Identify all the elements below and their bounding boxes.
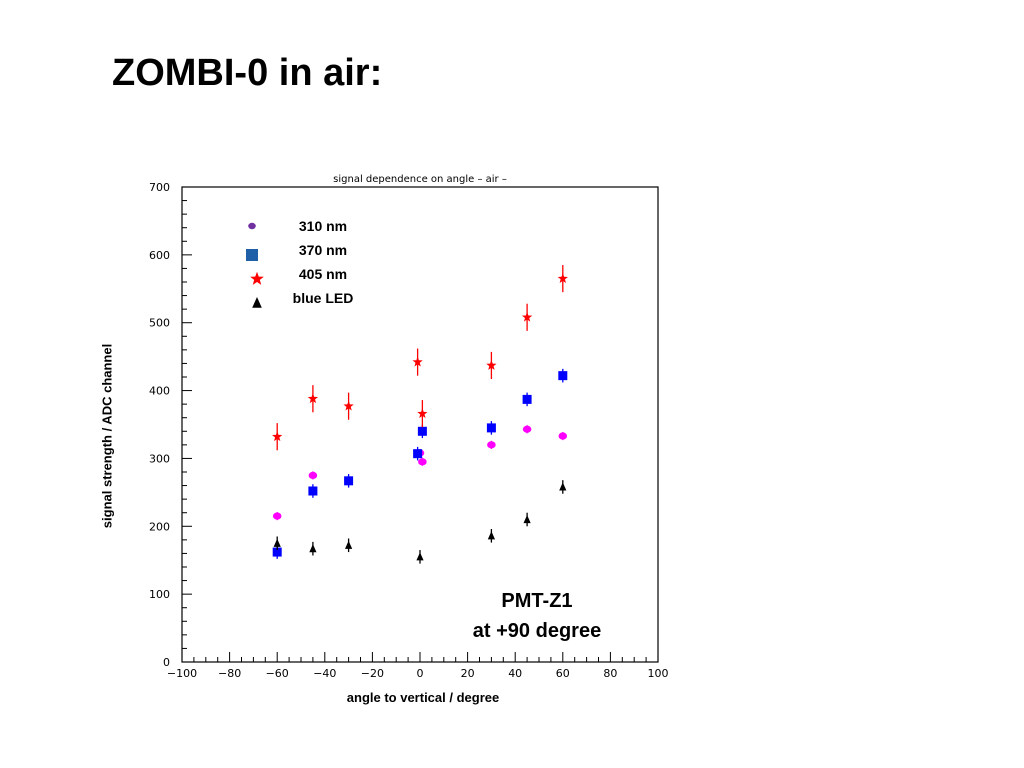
- point-blue-led: [273, 538, 281, 547]
- point-405-nm: [307, 393, 319, 404]
- legend-label-310-nm: 310 nm: [299, 218, 347, 234]
- point-blue-led: [345, 540, 353, 549]
- point-405-nm: [417, 408, 428, 419]
- point-370-nm: [308, 486, 318, 496]
- x-tick-label: 20: [461, 667, 475, 680]
- x-tick-label: −20: [361, 667, 384, 680]
- x-tick-label: 0: [417, 667, 424, 680]
- legend-label-370-nm: 370 nm: [299, 242, 347, 258]
- point-370-nm: [558, 371, 568, 381]
- point-405-nm: [412, 356, 423, 367]
- x-tick-label: 60: [556, 667, 570, 680]
- point-370-nm: [417, 426, 427, 436]
- point-310-nm: [558, 432, 568, 440]
- point-405-nm: [557, 273, 568, 283]
- point-blue-led: [487, 531, 495, 540]
- point-405-nm: [486, 360, 497, 370]
- point-blue-led: [559, 482, 567, 491]
- point-310-nm: [522, 425, 532, 433]
- point-310-nm: [272, 512, 282, 520]
- y-tick-label: 500: [149, 317, 170, 330]
- point-405-nm: [272, 431, 283, 442]
- x-tick-label: −80: [218, 667, 241, 680]
- y-tick-label: 300: [149, 452, 170, 465]
- point-blue-led: [523, 515, 531, 524]
- chart-title: signal dependence on angle – air –: [333, 174, 507, 185]
- slide-title: ZOMBI-0 in air:: [112, 52, 383, 94]
- point-310-nm: [487, 441, 496, 449]
- annotation-line-1: PMT-Z1: [501, 590, 573, 612]
- x-tick-label: 80: [603, 667, 617, 680]
- y-tick-label: 100: [149, 588, 170, 601]
- x-tick-label: −100: [167, 667, 197, 680]
- y-tick-label: 700: [149, 181, 170, 194]
- legend-marker-blue-led: [252, 297, 262, 308]
- legend-marker-405-nm: [250, 271, 264, 285]
- legend-label-405-nm: 405 nm: [299, 266, 347, 282]
- legend-label-blue-led: blue LED: [293, 290, 354, 306]
- y-tick-label: 0: [163, 656, 170, 669]
- point-310-nm: [308, 471, 318, 479]
- point-370-nm: [486, 423, 496, 433]
- point-blue-led: [309, 544, 317, 553]
- x-tick-label: −60: [266, 667, 289, 680]
- point-370-nm: [522, 394, 532, 404]
- annotation-line-2: at +90 degree: [472, 620, 602, 642]
- point-405-nm: [521, 311, 533, 322]
- point-370-nm: [413, 449, 423, 459]
- point-blue-led: [416, 552, 424, 561]
- point-405-nm: [343, 400, 354, 411]
- x-tick-label: 40: [508, 667, 522, 680]
- point-310-nm: [418, 458, 427, 466]
- x-axis-label: angle to vertical / degree: [346, 690, 500, 705]
- y-tick-label: 600: [149, 249, 170, 262]
- legend-marker-370-nm: [246, 249, 258, 261]
- point-370-nm: [344, 476, 354, 486]
- y-axis-label: signal strength / ADC channel: [99, 343, 115, 529]
- y-tick-label: 400: [149, 385, 170, 398]
- annotation: PMT-Z1 at +90 degree: [473, 586, 601, 646]
- x-tick-label: 100: [648, 667, 669, 680]
- y-axis: 0 100 200 300 400 500 600 700: [149, 181, 192, 669]
- legend-marker-310-nm: [248, 222, 256, 230]
- data-points: [272, 265, 568, 564]
- y-tick-label: 200: [149, 520, 170, 533]
- x-axis: −100 −80 −60 −40 −20 0 20 40 60 80 100: [167, 652, 669, 680]
- legend: 310 nm 370 nm 405 nm blue LED: [246, 218, 353, 308]
- x-tick-label: −40: [313, 667, 336, 680]
- point-370-nm: [272, 547, 282, 557]
